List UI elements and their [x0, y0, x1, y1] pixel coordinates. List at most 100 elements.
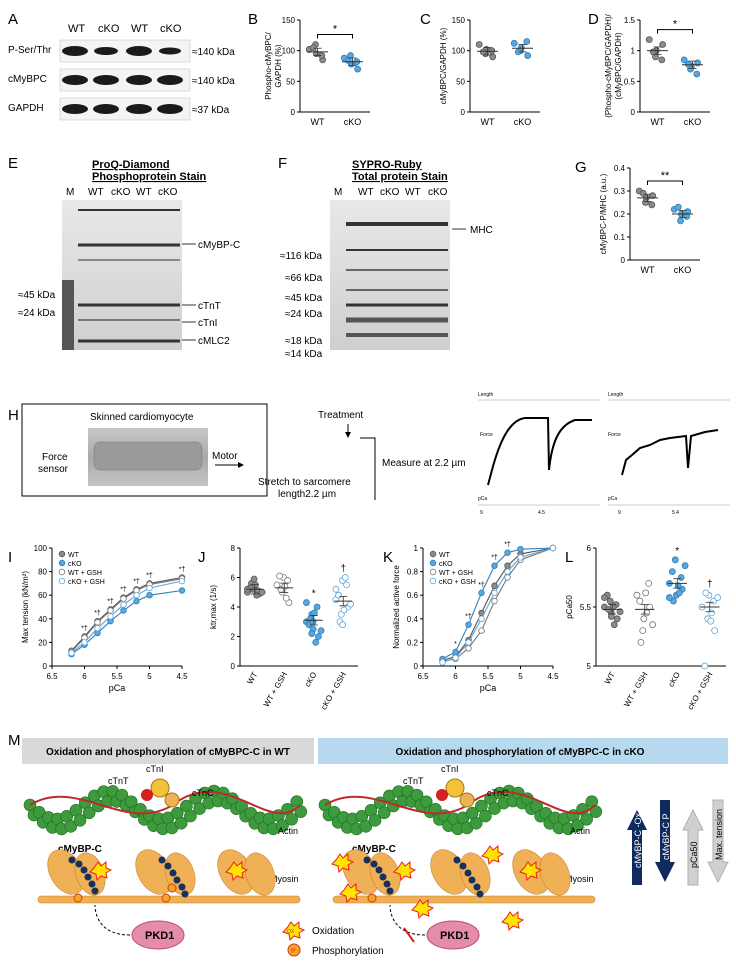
x-tick-label: cKO	[303, 671, 319, 689]
data-point	[707, 617, 715, 625]
significance-label: *	[673, 19, 678, 31]
blot-strip	[59, 97, 191, 121]
y-tick-label: 0.4	[614, 164, 626, 173]
band-label: cMyBP-C	[198, 240, 240, 251]
data-point	[281, 582, 289, 590]
data-point	[517, 545, 524, 553]
arrow-label: Max. tension	[714, 809, 724, 860]
data-point	[347, 600, 354, 608]
data-point	[642, 199, 649, 206]
data-point	[107, 607, 114, 614]
x-tick-label: 5.5	[482, 672, 494, 681]
legend-label: cKO + GSH	[68, 579, 105, 586]
y-tick-label: 0.2	[614, 210, 626, 219]
data-point	[317, 627, 325, 634]
ctnc-label: cTnC	[487, 788, 509, 798]
trace-label-force: Force	[480, 432, 493, 438]
panel-f-gel: SYPRO-Ruby Total protein Stain M WT cKO …	[280, 159, 493, 360]
legend-phosphorylation: Phosphorylation	[312, 946, 384, 957]
actin-bead	[488, 802, 501, 815]
significance-label: *†	[107, 598, 114, 605]
data-point	[276, 572, 283, 580]
data-point	[510, 39, 518, 47]
series-line	[442, 547, 554, 660]
lane-label: WT	[88, 187, 104, 198]
y-tick-label: 1.5	[624, 16, 636, 25]
y-tick-label: 0.3	[614, 187, 626, 196]
significance-label: *†	[504, 542, 511, 549]
data-point	[674, 203, 682, 211]
panel-letter-a: A	[8, 11, 18, 28]
cmybpc-label: cMyBP-C	[58, 844, 102, 855]
legend-marker	[58, 577, 66, 585]
legend-label: WT	[439, 552, 451, 559]
data-point	[120, 601, 127, 608]
data-point	[488, 47, 496, 55]
significance-label: *†	[179, 567, 186, 574]
p-legend-symbol	[287, 943, 301, 957]
ox-burst-wt	[89, 860, 249, 882]
panel-letter-m: M	[8, 732, 21, 749]
panel-a-blot: WT cKO WT cKO P-Ser/Thr cMyBPC GAPDH ≈14…	[8, 23, 235, 121]
size-label: ≈140 kDa	[192, 76, 235, 87]
trace-label-length: Length	[608, 392, 624, 398]
y-tick-label: 0.8	[407, 568, 419, 577]
data-point	[120, 595, 127, 602]
y-axis-label: pCa50	[565, 595, 574, 619]
pkd1-label: PKD1	[145, 930, 174, 942]
summary-arrows: cMyBP-C -Ox cMyBP-C P pCa50 Max. tension	[627, 799, 729, 886]
actin-bead	[174, 816, 188, 830]
data-point	[479, 48, 487, 56]
y-tick-label: 8	[231, 544, 236, 553]
marker-label: ≈24 kDa	[285, 309, 323, 320]
legend-label: WT + GSH	[439, 570, 473, 577]
panel-letter-g: G	[575, 159, 587, 176]
gel-marker-lane	[62, 280, 74, 350]
chart-g: 0 0.1 0.2 0.3 0.4 cMyBPC-P/MHC (a.u.) WT cKO **	[599, 164, 700, 275]
actin-bead	[580, 812, 593, 826]
significance-label: *	[454, 641, 457, 648]
myosin-label: Myosin	[270, 874, 299, 884]
x-tick-label: WT	[641, 265, 655, 275]
data-point	[668, 568, 676, 575]
x-tick-label: WT	[245, 670, 259, 685]
data-point	[637, 639, 645, 646]
y-axis-label: Normalized active force	[392, 565, 401, 649]
gel-title: SYPRO-Ruby	[352, 159, 423, 171]
x-axis-label: pCa	[109, 683, 126, 693]
gel-bands	[346, 222, 448, 337]
x-tick-label: WT	[481, 117, 495, 127]
x-tick-label: WT	[311, 117, 325, 127]
y-tick-label: 150	[452, 16, 466, 25]
blot-strip	[59, 68, 191, 92]
gel-title: Total protein Stain	[352, 171, 448, 183]
pca-value: 9	[480, 510, 483, 516]
data-point	[524, 52, 532, 59]
data-point	[133, 597, 140, 605]
ctni-label: cTnI	[146, 764, 164, 774]
marker-label: ≈18 kDa	[285, 336, 323, 347]
panel-letters: A B C D E F G H I J K L M	[8, 11, 599, 749]
actin-filament-wt	[23, 778, 308, 836]
blot-bands	[62, 46, 183, 114]
gel-title: ProQ-Diamond	[92, 159, 170, 171]
marker-label: ≈45 kDa	[285, 293, 323, 304]
data-point	[354, 65, 362, 73]
significance-label: †	[707, 579, 713, 590]
y-axis-label: (Phospho-cMyBPC/GAPDH)/	[604, 13, 613, 117]
actin-bead	[82, 806, 96, 820]
arrow-down-tension	[707, 799, 729, 884]
data-point	[439, 659, 446, 666]
lane-label: WT	[358, 187, 374, 198]
y-axis-label: cMyBPC/GAPDH (%)	[439, 27, 448, 104]
lane-label: WT	[405, 187, 421, 198]
treatment-arrowhead	[345, 432, 351, 438]
panel-h-schematic: Skinned cardiomyocyte Force sensor Motor…	[21, 403, 466, 500]
y-tick-label: 40	[38, 615, 47, 624]
data-point	[250, 575, 258, 583]
legend-marker	[429, 550, 437, 558]
y-tick-label: 0	[231, 662, 236, 671]
lane-label: cKO	[111, 187, 131, 198]
phospho-dots-cko	[367, 893, 377, 903]
